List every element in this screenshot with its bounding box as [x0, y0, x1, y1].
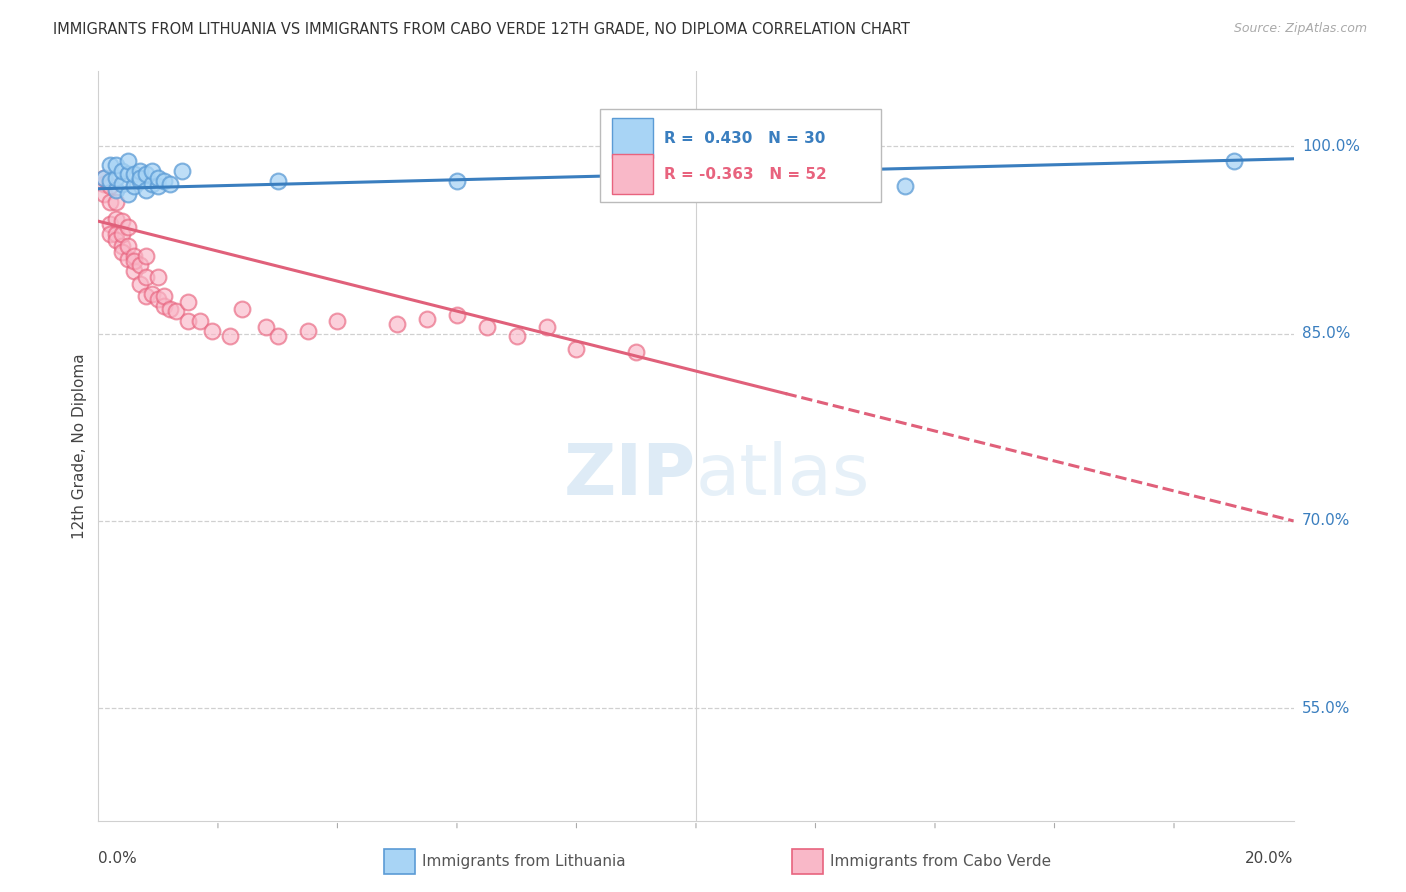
Text: ZIP: ZIP: [564, 442, 696, 510]
Point: [129, 170, 152, 185]
Point: [385, 317, 409, 331]
Point: [93, 177, 115, 191]
Text: R =  0.430   N = 30: R = 0.430 N = 30: [664, 130, 825, 145]
Point: [124, 179, 146, 194]
Text: Source: ZipAtlas.com: Source: ZipAtlas.com: [1233, 22, 1367, 36]
Point: [446, 308, 468, 322]
Point: [105, 227, 128, 241]
Point: [894, 179, 917, 194]
Point: [416, 311, 439, 326]
Point: [98, 227, 122, 241]
Point: [129, 258, 152, 272]
Point: [1223, 154, 1246, 169]
Point: [267, 174, 290, 188]
Point: [124, 254, 146, 268]
Point: [93, 170, 115, 185]
Point: [148, 270, 170, 285]
Point: [98, 174, 122, 188]
Point: [98, 158, 122, 172]
Point: [565, 342, 588, 356]
Point: [159, 177, 181, 191]
Point: [153, 174, 176, 188]
Point: [105, 195, 128, 210]
FancyBboxPatch shape: [613, 118, 652, 158]
Point: [105, 158, 128, 172]
Point: [111, 177, 134, 191]
Point: [93, 186, 115, 201]
Text: 55.0%: 55.0%: [1302, 701, 1350, 715]
Text: Immigrants from Lithuania: Immigrants from Lithuania: [422, 855, 626, 869]
Point: [124, 264, 146, 278]
Point: [536, 320, 558, 334]
Point: [129, 164, 152, 178]
Point: [117, 154, 139, 169]
Point: [326, 314, 349, 328]
Y-axis label: 12th Grade, No Diploma: 12th Grade, No Diploma: [72, 353, 87, 539]
Point: [177, 314, 200, 328]
Point: [141, 177, 163, 191]
Point: [111, 239, 134, 253]
Point: [111, 227, 134, 241]
Text: atlas: atlas: [696, 442, 870, 510]
Point: [135, 249, 157, 263]
Text: Immigrants from Cabo Verde: Immigrants from Cabo Verde: [830, 855, 1050, 869]
Point: [129, 277, 152, 291]
Point: [267, 329, 290, 343]
Point: [153, 289, 176, 303]
Point: [219, 329, 242, 343]
Point: [231, 301, 253, 316]
Point: [135, 289, 157, 303]
Text: 85.0%: 85.0%: [1302, 326, 1350, 341]
Point: [117, 239, 139, 253]
Text: 20.0%: 20.0%: [1246, 851, 1294, 866]
Text: R = -0.363   N = 52: R = -0.363 N = 52: [664, 167, 827, 181]
Point: [804, 179, 827, 194]
Point: [105, 170, 128, 185]
Point: [117, 167, 139, 181]
Point: [135, 270, 157, 285]
Point: [165, 304, 187, 318]
Point: [177, 295, 200, 310]
Point: [111, 245, 134, 260]
Text: IMMIGRANTS FROM LITHUANIA VS IMMIGRANTS FROM CABO VERDE 12TH GRADE, NO DIPLOMA C: IMMIGRANTS FROM LITHUANIA VS IMMIGRANTS …: [53, 22, 910, 37]
Point: [135, 183, 157, 197]
Point: [148, 292, 170, 306]
Point: [117, 186, 139, 201]
Point: [98, 179, 122, 194]
FancyBboxPatch shape: [600, 109, 882, 202]
Text: 0.0%: 0.0%: [98, 851, 138, 866]
Point: [141, 164, 163, 178]
Point: [297, 324, 319, 338]
Point: [124, 249, 146, 263]
Point: [117, 220, 139, 235]
Point: [135, 167, 157, 181]
Point: [105, 233, 128, 247]
Point: [626, 345, 648, 359]
Point: [111, 214, 134, 228]
Point: [105, 211, 128, 226]
Point: [111, 164, 134, 178]
Point: [129, 174, 152, 188]
Point: [506, 329, 529, 343]
Point: [446, 174, 468, 188]
Text: 70.0%: 70.0%: [1302, 514, 1350, 528]
Text: 100.0%: 100.0%: [1302, 139, 1360, 153]
Point: [148, 179, 170, 194]
Point: [93, 170, 115, 185]
Point: [172, 164, 194, 178]
Point: [148, 170, 170, 185]
FancyBboxPatch shape: [613, 153, 652, 194]
Point: [117, 252, 139, 266]
Point: [159, 301, 181, 316]
Point: [124, 167, 146, 181]
Point: [254, 320, 277, 334]
Point: [98, 195, 122, 210]
Point: [475, 320, 498, 334]
Point: [105, 183, 128, 197]
Point: [153, 299, 176, 313]
Point: [188, 314, 211, 328]
Point: [141, 286, 163, 301]
Point: [98, 217, 122, 231]
Point: [201, 324, 224, 338]
